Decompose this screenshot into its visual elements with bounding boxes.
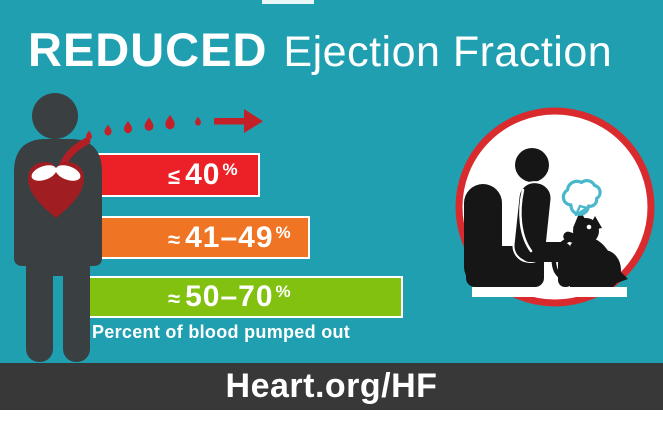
dog-eye [586, 224, 592, 230]
footer-bar: Heart.org/HF [0, 363, 663, 410]
bar-value: 50–70 [185, 280, 274, 313]
ground-mask [472, 287, 627, 297]
seated-person-with-service-dog-icon [455, 107, 655, 307]
bar-ef-41-49: ≈ 41–49 % [88, 216, 310, 259]
top-edge-artifact [262, 0, 314, 4]
bar-label: ≈ 41–49 % [168, 221, 291, 255]
percent-sign: % [275, 282, 291, 301]
thought-bubble-tail [574, 204, 589, 217]
approx-symbol: ≈ [168, 286, 181, 311]
bar-label: ≤ 40 % [168, 158, 238, 192]
title-emphasis: REDUCED [28, 23, 268, 76]
dog-haunch [587, 250, 621, 290]
dog-leash [551, 237, 578, 282]
bar-value: 41–49 [185, 220, 274, 254]
title-rest: Ejection Fraction [283, 28, 613, 76]
page-title: REDUCED Ejection Fraction [28, 22, 612, 77]
bar-ef-50-70: ≈ 50–70 % [88, 276, 403, 318]
thought-bubble-icon [561, 179, 602, 216]
seated-person-arm-line [519, 188, 533, 253]
percent-sign: % [222, 160, 238, 179]
bar-ef-40-or-less: ≤ 40 % [88, 153, 260, 197]
less-equal-symbol: ≤ [168, 164, 181, 189]
dog-tail [614, 268, 628, 284]
footer-url: Heart.org/HF [225, 367, 438, 405]
bar-value: 40 [185, 158, 221, 191]
ef-bar-chart: ≤ 40 % ≈ 41–49 % ≈ 50–70 % [88, 153, 403, 318]
bar-label: ≈ 50–70 % [168, 280, 291, 314]
chart-caption: Percent of blood pumped out [92, 322, 351, 342]
approx-symbol: ≈ [168, 226, 181, 252]
seated-person-head [515, 148, 549, 182]
percent-sign: % [275, 222, 291, 242]
